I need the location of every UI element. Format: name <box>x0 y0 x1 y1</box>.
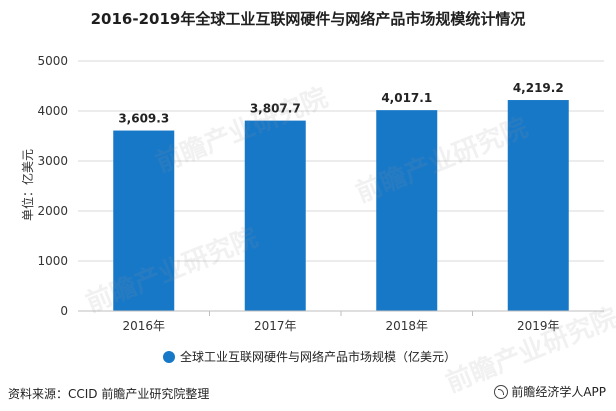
bar <box>113 130 175 311</box>
x-tick-label: 2016年 <box>122 319 165 333</box>
data-label: 4,219.2 <box>513 81 564 95</box>
data-label: 3,807.7 <box>250 102 301 116</box>
bar <box>507 100 569 311</box>
bar <box>376 110 438 312</box>
data-label: 3,609.3 <box>118 112 169 126</box>
legend: 全球工业互联网硬件与网络产品市场规模（亿美元） <box>163 349 456 364</box>
legend-marker <box>163 351 175 363</box>
x-tick-label: 2018年 <box>385 319 428 333</box>
data-label: 4,017.1 <box>381 91 432 105</box>
bar <box>244 120 306 312</box>
brand-name: 前瞻经济学人APP <box>511 385 606 399</box>
y-tick-label: 2000 <box>37 204 68 218</box>
y-axis-label: 单位：亿美元 <box>20 149 35 221</box>
y-tick-label: 0 <box>60 304 68 318</box>
brand-logo: 前瞻经济学人APP <box>494 383 606 400</box>
brand-icon <box>494 384 509 399</box>
chart-title: 2016-2019年全球工业互联网硬件与网络产品市场规模统计情况 <box>90 10 526 28</box>
y-tick-label: 4000 <box>37 104 68 118</box>
source-note: 资料来源：CCID 前瞻产业研究院整理 <box>8 387 210 401</box>
legend-label: 全球工业互联网硬件与网络产品市场规模（亿美元） <box>180 349 456 364</box>
y-tick-label: 5000 <box>37 54 68 68</box>
y-tick-label: 1000 <box>37 254 68 268</box>
x-tick-label: 2017年 <box>254 319 297 333</box>
y-tick-label: 3000 <box>37 154 68 168</box>
x-tick-label: 2019年 <box>517 319 560 333</box>
